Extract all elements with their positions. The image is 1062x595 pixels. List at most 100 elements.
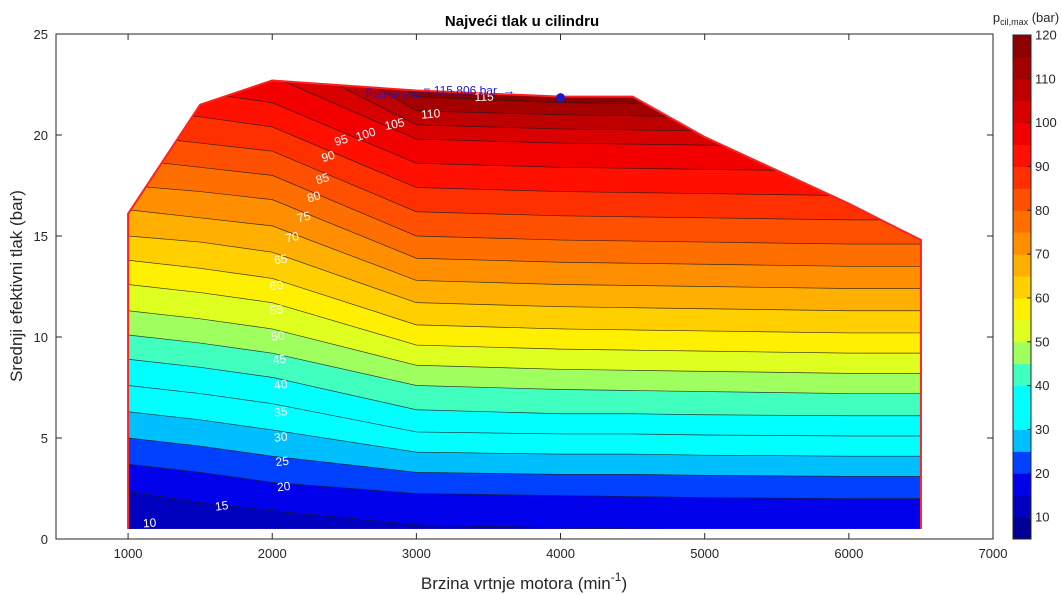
max-annotation-value: = 115.806 bar [420,84,497,98]
colorbar-strip [1013,297,1031,321]
contour-band [128,236,921,333]
colorbar-strip [1013,341,1031,365]
contour-band [128,464,921,529]
contour-label: 65 [273,252,288,268]
x-axis-label-main: Brzina vrtnje motora (min [421,574,611,593]
x-axis-ticks: 1000 2000 3000 4000 5000 6000 7000 [114,34,1008,561]
y-tick-label: 15 [34,229,48,244]
contour-line [128,209,921,289]
contour-label: 40 [273,377,288,392]
contour-band [128,334,921,416]
colorbar-strip [1013,429,1031,452]
x-axis-label: Brzina vrtnje motora (min-1) [421,570,627,593]
contour-label: 30 [273,429,288,444]
y-tick-label: 25 [34,27,48,42]
y-tick-label: 20 [34,128,48,143]
colorbar-strip [1013,122,1031,146]
colorbar-tick-label: 110 [1035,71,1056,86]
contour-line [128,158,921,245]
colorbar-label-unit: (bar) [1028,10,1059,25]
colorbar-strip [1013,210,1031,233]
contour-band [128,284,921,374]
contour-label: 75 [296,209,313,226]
contour-line [128,284,921,354]
colorbar-strip [1013,56,1031,80]
contour-label: 35 [273,404,288,419]
colorbar: 10 20 30 40 50 60 70 80 90 100 110 120 pcil,max (ba… [993,10,1059,540]
contour-band [128,359,921,436]
y-tick-label: 10 [34,330,48,345]
y-tick-label: 5 [41,431,48,446]
colorbar-tick-label: 60 [1035,290,1049,305]
colorbar-strip [1013,407,1031,430]
colorbar-tick-label: 120 [1035,28,1057,43]
contour-label: 90 [320,148,337,166]
contour-band [128,135,921,245]
max-point-marker [556,93,566,103]
colorbar-strip [1013,35,1031,58]
colorbar-strip [1013,363,1031,387]
x-tick-label: 5000 [690,546,719,561]
colorbar-tick-label: 50 [1035,334,1049,349]
contour-label: 10 [142,516,157,531]
colorbar-strip [1013,495,1031,518]
y-axis-ticks: 0 5 10 15 20 25 [34,27,993,547]
colorbar-tick-label: 90 [1035,159,1049,174]
contour-line [128,463,921,499]
x-tick-label: 2000 [258,546,287,561]
contour-label: 110 [421,106,442,122]
contour-line [128,310,921,374]
colorbar-ticks: 10 20 30 40 50 60 70 80 90 100 110 120 [1027,28,1057,525]
colorbar-strip [1013,473,1031,496]
colorbar-tick-label: 100 [1035,115,1057,130]
x-tick-label: 4000 [546,546,575,561]
colorbar-strip [1013,144,1031,167]
contour-label: 60 [269,278,284,293]
contour-line [128,358,921,417]
contour-label: 45 [272,352,287,367]
colorbar-strip [1013,517,1031,540]
max-annotation: pcil,max,max = 115.806 bar → [366,84,566,103]
contour-band [128,310,921,394]
contour-line [128,385,921,437]
chart-title: Najveći tlak u cilindru [445,13,599,30]
colorbar-strip [1013,166,1031,189]
contour-band [128,411,921,477]
contour-band [128,159,921,267]
contour-label: 115 [474,89,494,104]
y-axis-label: Srednji efektivni tlak (bar) [7,190,26,382]
colorbar-strip [1013,232,1031,255]
x-tick-label: 1000 [114,546,143,561]
max-annotation-subscript: cil,max,max [373,90,421,100]
contour-line [128,185,921,267]
x-tick-label: 6000 [834,546,863,561]
contour-band [128,385,921,457]
max-annotation-symbol: p [366,84,373,98]
contour-line [128,134,921,221]
colorbar-strip [1013,319,1031,343]
contour-line [128,334,921,394]
colorbar-label: pcil,max (bar) [993,10,1059,27]
contour-label: 100 [354,124,378,144]
contour-label: 50 [271,328,286,343]
y-tick-label: 0 [41,532,48,547]
colorbar-strip [1013,451,1031,474]
contour-line [128,411,921,457]
x-tick-label: 7000 [979,546,1008,561]
contour-band [128,185,921,289]
contour-line [128,259,921,334]
max-annotation-arrow: → [503,84,515,98]
contour-band [128,108,921,220]
colorbar-strip [1013,254,1031,277]
contour-line [128,491,921,529]
contour-label: 70 [284,229,300,246]
colorbar-strip [1013,276,1031,299]
contour-line [128,235,921,312]
contour-band [128,438,921,499]
colorbar-tick-label: 20 [1035,466,1049,481]
contour-label: 95 [333,131,350,149]
colorbar-label-symbol: p [993,10,1000,25]
